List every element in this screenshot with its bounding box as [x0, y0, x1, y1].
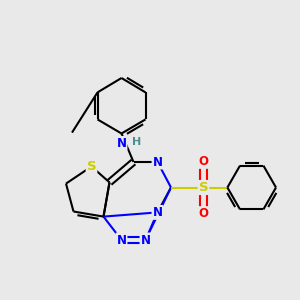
Text: O: O	[198, 155, 208, 168]
Text: N: N	[116, 233, 127, 247]
Text: N: N	[152, 206, 163, 219]
Text: S: S	[87, 160, 96, 173]
Text: N: N	[140, 233, 151, 247]
Text: O: O	[198, 207, 208, 220]
Text: N: N	[152, 155, 163, 169]
Text: N: N	[116, 137, 127, 150]
Text: S: S	[199, 181, 208, 194]
Text: H: H	[132, 136, 141, 147]
